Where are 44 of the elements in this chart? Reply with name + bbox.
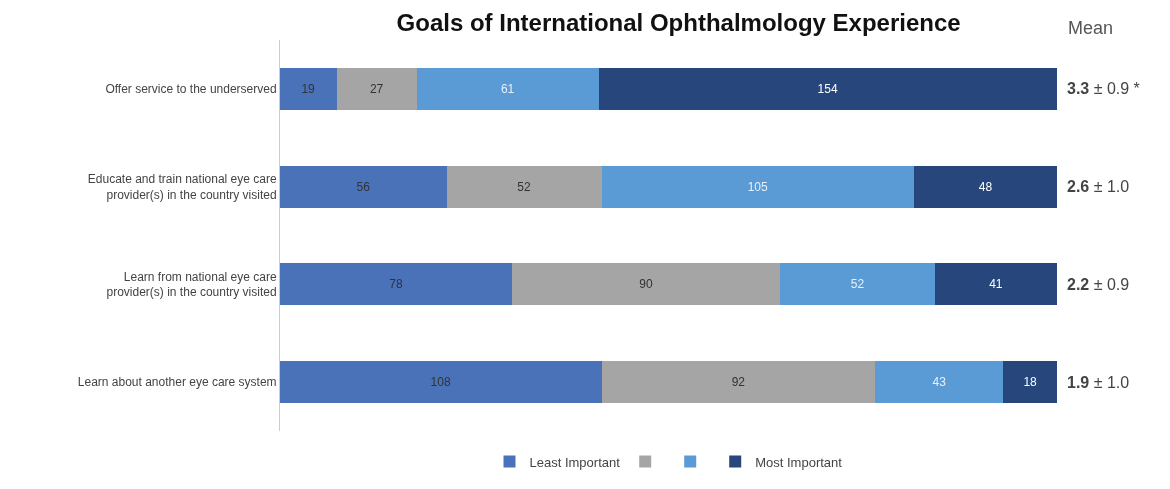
bar bbox=[280, 165, 447, 208]
text: 2.2 ± 0.9 bbox=[1067, 276, 1130, 293]
data-label: 105 bbox=[747, 179, 768, 194]
legend-label: Least Important bbox=[529, 454, 621, 470]
y-tick-label: Learn from national eye care provider(s) in the country visited bbox=[106, 269, 277, 300]
data-label: 154 bbox=[817, 81, 838, 96]
data-label: 48 bbox=[978, 179, 993, 194]
legend-label: Most Important bbox=[755, 454, 843, 470]
data-label: 52 bbox=[850, 277, 865, 292]
bar bbox=[336, 67, 417, 110]
bar bbox=[280, 361, 602, 404]
data-label: 92 bbox=[731, 375, 746, 390]
chart-title: Goals of International Ophthalmology Experience bbox=[396, 9, 961, 37]
data-label: 90 bbox=[639, 277, 654, 292]
bar bbox=[934, 263, 1057, 306]
data-label: 52 bbox=[517, 179, 531, 194]
bar bbox=[601, 361, 876, 404]
bar bbox=[780, 263, 935, 306]
y-tick-label: Educate and train national eye care provider(s) in the country visited bbox=[87, 172, 277, 202]
y-tick-label: Learn about another eye care system bbox=[77, 375, 277, 390]
text: Mean bbox=[1068, 18, 1114, 38]
y-tick-label: Offer service to the underserved bbox=[105, 82, 277, 97]
bar bbox=[416, 67, 599, 110]
bar bbox=[446, 165, 602, 208]
bar bbox=[875, 361, 1004, 404]
text: 1.9 ± 1.0 bbox=[1067, 374, 1130, 391]
bar bbox=[512, 263, 781, 306]
bar bbox=[280, 263, 513, 306]
data-label: 78 bbox=[389, 277, 403, 292]
text: 3.3 ± 0.9 * bbox=[1067, 80, 1140, 97]
data-label: 43 bbox=[932, 375, 947, 390]
bar bbox=[601, 165, 915, 208]
data-label: 61 bbox=[500, 81, 515, 96]
data-label: 41 bbox=[989, 277, 1003, 292]
text: 2.6 ± 1.0 bbox=[1067, 178, 1130, 195]
bar bbox=[280, 67, 337, 110]
data-label: 18 bbox=[1023, 375, 1038, 390]
data-label: 19 bbox=[301, 81, 316, 96]
data-label: 27 bbox=[369, 81, 384, 96]
bar bbox=[598, 67, 1057, 110]
data-label: 108 bbox=[430, 375, 451, 390]
data-label: 56 bbox=[356, 179, 371, 194]
bar bbox=[914, 165, 1057, 208]
bar bbox=[1003, 361, 1057, 404]
